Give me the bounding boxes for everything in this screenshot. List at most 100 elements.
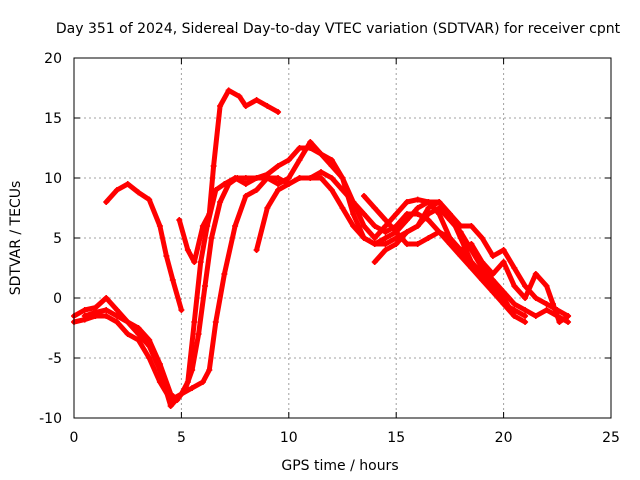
y-tick-label: -10 bbox=[39, 411, 62, 427]
data-point bbox=[414, 241, 421, 247]
data-point bbox=[169, 277, 176, 283]
data-point bbox=[208, 235, 215, 241]
data-point bbox=[339, 205, 346, 211]
data-point bbox=[371, 235, 378, 241]
x-axis-label: GPS time / hours bbox=[281, 458, 398, 474]
data-point bbox=[242, 193, 249, 199]
data-point bbox=[350, 199, 357, 205]
data-point bbox=[489, 271, 496, 277]
data-point bbox=[425, 205, 432, 211]
data-point bbox=[500, 259, 507, 265]
data-point bbox=[275, 163, 282, 169]
data-point bbox=[285, 175, 292, 181]
data-point bbox=[232, 223, 239, 229]
data-point bbox=[253, 247, 260, 253]
data-point bbox=[543, 301, 550, 307]
data-point bbox=[565, 319, 572, 325]
data-point bbox=[489, 289, 496, 295]
x-tick-label: 0 bbox=[70, 430, 79, 446]
data-point bbox=[103, 199, 110, 205]
data-point bbox=[307, 175, 314, 181]
data-point bbox=[178, 307, 185, 313]
data-point bbox=[124, 319, 131, 325]
data-point bbox=[446, 211, 453, 217]
x-tick-label: 15 bbox=[387, 430, 405, 446]
data-point bbox=[135, 189, 142, 196]
data-point bbox=[167, 403, 174, 409]
plot-area bbox=[71, 87, 572, 409]
data-point bbox=[103, 313, 110, 319]
data-point bbox=[403, 199, 410, 205]
data-point bbox=[318, 151, 325, 157]
data-point bbox=[457, 247, 464, 253]
data-point bbox=[425, 217, 432, 223]
data-point bbox=[511, 265, 518, 271]
data-point bbox=[371, 223, 378, 229]
data-point bbox=[382, 241, 389, 247]
data-point bbox=[382, 217, 389, 223]
data-point bbox=[522, 283, 529, 289]
data-point bbox=[382, 247, 389, 253]
data-point bbox=[522, 307, 529, 313]
data-point bbox=[479, 271, 486, 277]
data-point bbox=[457, 253, 464, 259]
data-point bbox=[339, 175, 346, 181]
data-point bbox=[212, 187, 219, 193]
data-point bbox=[393, 211, 400, 217]
y-tick-labels: -10 -5 0 5 10 15 20 bbox=[39, 51, 62, 427]
data-point bbox=[360, 193, 367, 199]
data-point bbox=[221, 271, 228, 277]
data-point bbox=[156, 379, 163, 385]
series-track-1 bbox=[103, 181, 184, 313]
data-point bbox=[199, 379, 206, 385]
data-point bbox=[500, 289, 507, 295]
data-point bbox=[103, 295, 110, 301]
y-axis-label: SDTVAR / TECUs bbox=[8, 181, 24, 296]
data-point bbox=[156, 361, 163, 367]
data-point bbox=[436, 199, 443, 205]
data-point bbox=[113, 307, 120, 313]
data-point bbox=[264, 171, 271, 178]
data-point bbox=[468, 259, 475, 265]
data-point bbox=[350, 223, 357, 229]
data-point bbox=[446, 235, 453, 241]
data-point bbox=[511, 301, 518, 307]
data-point bbox=[191, 259, 198, 265]
data-point bbox=[156, 223, 163, 229]
data-point bbox=[371, 205, 378, 211]
series-track-4 bbox=[71, 175, 571, 403]
data-point bbox=[543, 283, 550, 289]
data-point bbox=[382, 229, 389, 235]
data-point bbox=[92, 309, 99, 316]
data-point bbox=[135, 337, 142, 343]
data-point bbox=[500, 247, 507, 253]
data-point bbox=[511, 307, 518, 313]
data-point bbox=[253, 97, 260, 103]
data-point bbox=[532, 313, 539, 319]
data-point bbox=[206, 367, 213, 373]
data-point bbox=[479, 277, 486, 283]
data-point bbox=[339, 187, 346, 193]
data-point bbox=[296, 145, 303, 151]
data-point bbox=[113, 313, 120, 319]
data-point bbox=[124, 181, 131, 187]
data-point bbox=[275, 187, 282, 193]
data-point bbox=[217, 199, 224, 205]
data-point bbox=[146, 196, 153, 203]
data-point bbox=[522, 295, 529, 301]
data-point bbox=[511, 283, 518, 289]
data-point bbox=[81, 313, 88, 319]
y-tick-label: 20 bbox=[44, 51, 62, 67]
data-point bbox=[202, 283, 209, 289]
data-point bbox=[296, 157, 303, 163]
data-point bbox=[307, 145, 314, 151]
data-point bbox=[446, 241, 453, 247]
data-point bbox=[468, 241, 475, 247]
ticks bbox=[73, 57, 612, 419]
data-point bbox=[403, 211, 410, 217]
y-tick-label: 15 bbox=[44, 111, 62, 127]
chart-title: Day 351 of 2024, Sidereal Day-to-day VTE… bbox=[56, 21, 621, 37]
y-tick-label: 5 bbox=[53, 231, 62, 247]
data-point bbox=[191, 319, 198, 325]
